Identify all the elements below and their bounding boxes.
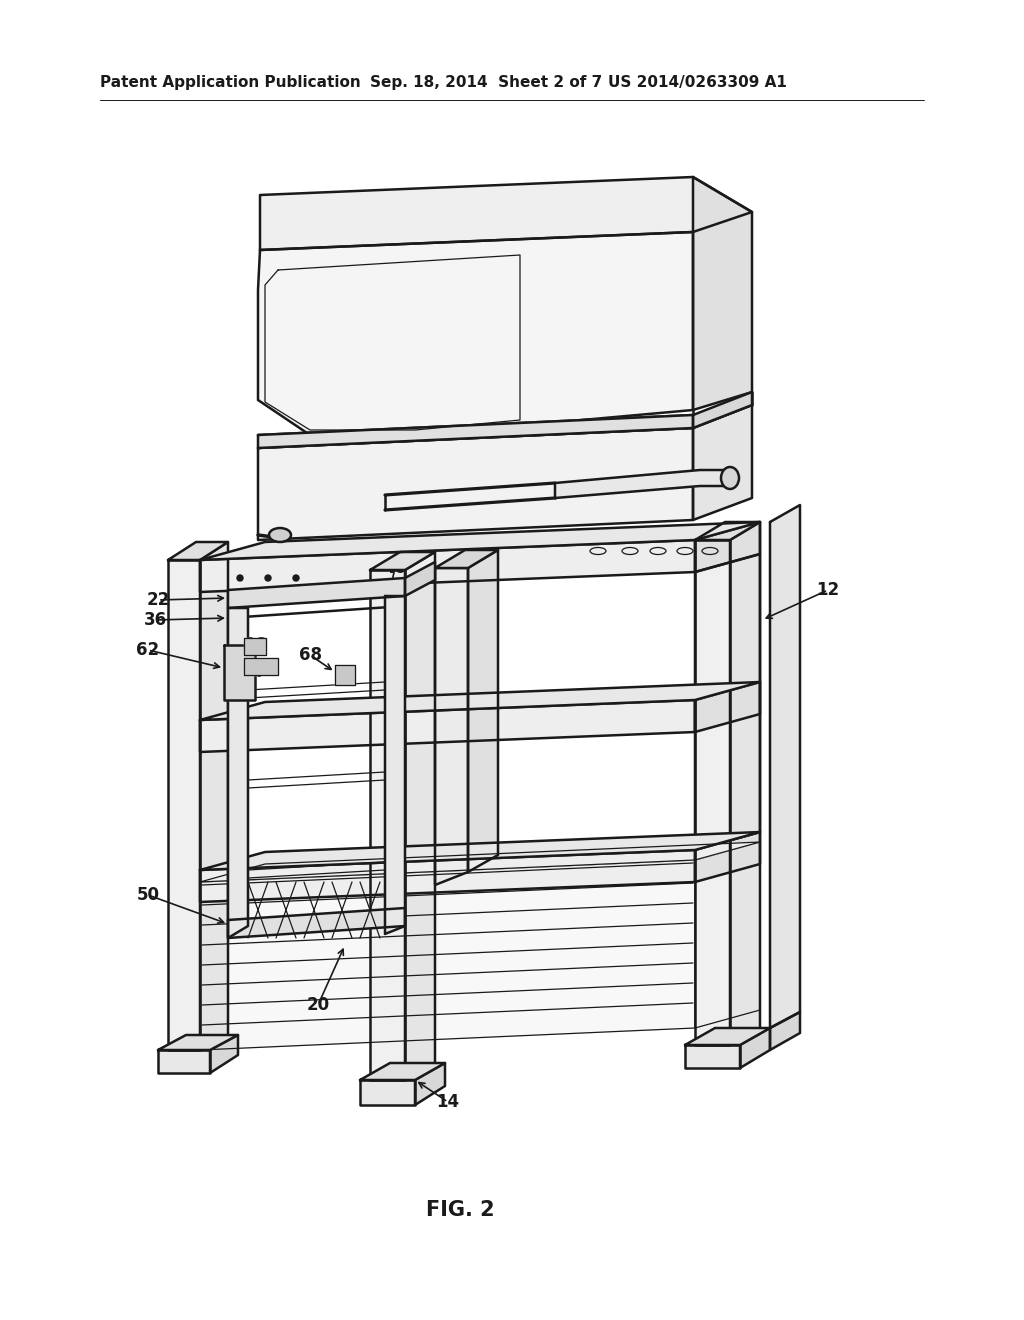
- Polygon shape: [335, 665, 355, 685]
- Polygon shape: [228, 578, 406, 609]
- Text: 22: 22: [146, 591, 170, 609]
- Text: 40: 40: [383, 558, 407, 577]
- Polygon shape: [415, 1063, 445, 1105]
- Polygon shape: [695, 554, 760, 850]
- Polygon shape: [168, 560, 200, 1049]
- Polygon shape: [244, 638, 266, 655]
- Polygon shape: [370, 570, 406, 1080]
- Polygon shape: [158, 1035, 238, 1049]
- Polygon shape: [693, 177, 752, 411]
- Polygon shape: [685, 1045, 740, 1068]
- Polygon shape: [435, 550, 498, 568]
- Text: 36: 36: [143, 611, 167, 630]
- Polygon shape: [435, 568, 468, 884]
- Polygon shape: [370, 552, 435, 570]
- Polygon shape: [258, 414, 693, 447]
- Polygon shape: [244, 657, 278, 675]
- Polygon shape: [695, 832, 760, 882]
- Polygon shape: [695, 540, 730, 1045]
- Polygon shape: [260, 177, 752, 249]
- Polygon shape: [693, 392, 752, 428]
- Polygon shape: [200, 543, 228, 1049]
- Polygon shape: [695, 521, 760, 540]
- Text: US 2014/0263309 A1: US 2014/0263309 A1: [608, 75, 786, 91]
- Circle shape: [265, 576, 271, 581]
- Polygon shape: [228, 908, 406, 939]
- Polygon shape: [695, 842, 760, 1028]
- Text: 10: 10: [669, 246, 691, 264]
- Polygon shape: [200, 850, 695, 902]
- Text: 14: 14: [436, 1093, 460, 1111]
- Circle shape: [293, 576, 299, 581]
- Polygon shape: [258, 428, 693, 540]
- Text: 64: 64: [241, 663, 263, 681]
- Text: Patent Application Publication: Patent Application Publication: [100, 75, 360, 91]
- Polygon shape: [730, 521, 760, 1045]
- Text: Sep. 18, 2014  Sheet 2 of 7: Sep. 18, 2014 Sheet 2 of 7: [370, 75, 602, 91]
- Polygon shape: [200, 700, 695, 752]
- Polygon shape: [200, 842, 760, 882]
- Polygon shape: [695, 682, 760, 733]
- Polygon shape: [258, 232, 693, 436]
- Text: 66: 66: [244, 636, 266, 653]
- Polygon shape: [770, 506, 800, 1028]
- Polygon shape: [693, 405, 752, 520]
- Polygon shape: [228, 609, 248, 939]
- Polygon shape: [158, 1049, 210, 1073]
- Polygon shape: [360, 1080, 415, 1105]
- Polygon shape: [168, 543, 228, 560]
- Polygon shape: [695, 521, 760, 572]
- Polygon shape: [406, 552, 435, 1080]
- Polygon shape: [770, 1012, 800, 1049]
- Polygon shape: [200, 832, 760, 870]
- Polygon shape: [360, 1063, 445, 1080]
- Text: 20: 20: [306, 997, 330, 1014]
- Ellipse shape: [721, 467, 739, 488]
- Polygon shape: [200, 682, 760, 719]
- Polygon shape: [406, 562, 435, 597]
- Polygon shape: [200, 521, 760, 560]
- Text: 50: 50: [136, 886, 160, 904]
- Text: FIG. 2: FIG. 2: [426, 1200, 495, 1220]
- Polygon shape: [200, 861, 695, 1049]
- Text: 62: 62: [136, 642, 160, 659]
- Text: 12: 12: [816, 581, 840, 599]
- Polygon shape: [555, 470, 730, 498]
- Circle shape: [237, 576, 243, 581]
- Polygon shape: [468, 550, 498, 873]
- Text: 68: 68: [299, 645, 322, 664]
- Polygon shape: [210, 1035, 238, 1073]
- Polygon shape: [385, 597, 406, 935]
- Polygon shape: [740, 1028, 770, 1068]
- Polygon shape: [224, 645, 255, 700]
- Polygon shape: [685, 1028, 770, 1045]
- Ellipse shape: [269, 528, 291, 543]
- Polygon shape: [200, 540, 695, 591]
